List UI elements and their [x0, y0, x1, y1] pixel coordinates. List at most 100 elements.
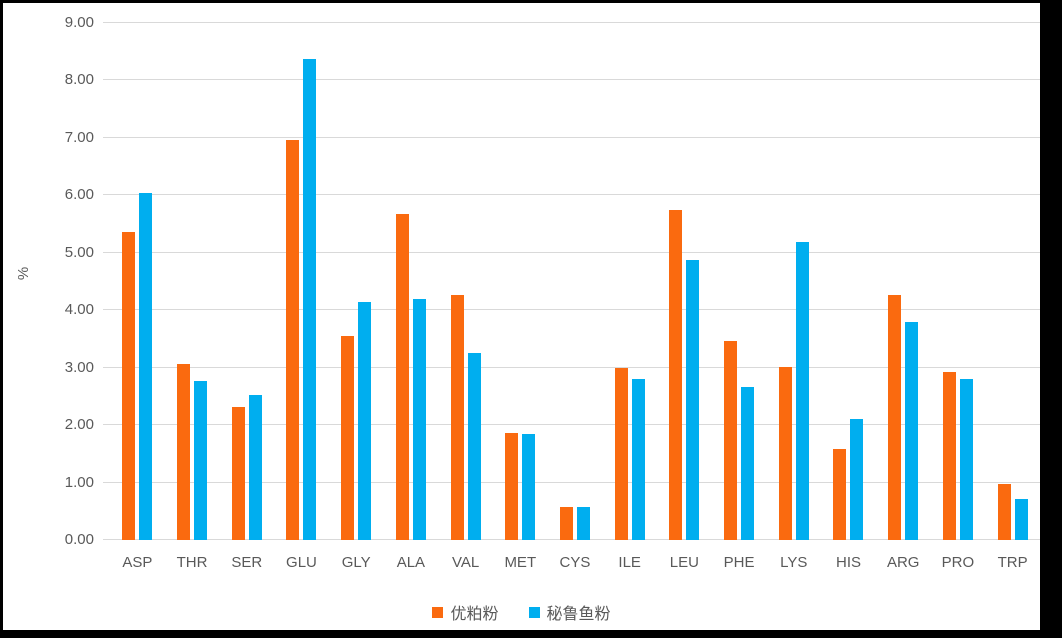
bar-group-CYS: [548, 23, 603, 540]
y-tick-label: 5.00: [64, 243, 94, 261]
bar-group-PHE: [712, 23, 767, 540]
gridline-6.00: [103, 194, 1040, 196]
gridline-4.00: [103, 309, 1040, 311]
gridline-8.00: [103, 79, 1040, 81]
x-tick-label-GLY: GLY: [341, 554, 371, 571]
x-tick-label-ASP: ASP: [122, 554, 153, 571]
bar-group-ARG: [876, 23, 931, 540]
bar-s1-SER: [248, 395, 262, 540]
bar-s0-THR: [177, 364, 191, 540]
bar-group-THR: [165, 23, 220, 540]
x-tick-label-LEU: LEU: [669, 554, 699, 571]
bar-s1-LEU: [686, 260, 700, 540]
bar-s0-TRP: [997, 484, 1011, 540]
legend-item-1: 秘鲁鱼粉: [528, 600, 611, 624]
gridline-3.00: [103, 366, 1040, 368]
bar-group-TRP: [985, 23, 1040, 540]
plot-area: 0.00 1.00 2.00 3.00 4.00 5.00 6.00 7.00 8.00 9.00…: [65, 14, 1040, 571]
bar-s1-HIS: [850, 419, 864, 540]
gridline-1.00: [103, 481, 1040, 483]
bar-s0-MET: [505, 432, 519, 540]
bar-group-VAL: [438, 23, 493, 540]
y-tick-label: 6.00: [64, 186, 94, 204]
chart-canvas: % 0.00 1.00 2.00 3.00 4.00 5.00 6.00 7.00 8.00 9.…: [3, 3, 1040, 630]
x-tick-label-PRO: PRO: [941, 554, 975, 571]
bar-s0-ASP: [122, 231, 136, 540]
bar-s0-GLY: [341, 336, 355, 540]
legend-swatch-icon: [528, 606, 540, 618]
legend: 优粕粉 秘鲁鱼粉: [3, 600, 1040, 624]
y-tick-label: 7.00: [64, 128, 94, 146]
gridline-5.00: [103, 251, 1040, 253]
legend-label: 优粕粉: [450, 606, 499, 623]
bar-s0-PHE: [724, 340, 738, 540]
bar-s0-PRO: [942, 372, 956, 540]
bar-group-PRO: [931, 23, 986, 540]
bar-group-ALA: [384, 23, 439, 540]
x-tick-label-SER: SER: [231, 554, 263, 571]
bar-s0-HIS: [833, 448, 847, 540]
bar-group-MET: [493, 23, 548, 540]
bar-group-SER: [219, 23, 274, 540]
bar-s1-PHE: [741, 387, 755, 540]
x-tick-label-LYS: LYS: [780, 554, 808, 571]
x-tick-label-MET: MET: [504, 554, 537, 571]
gridline-9.00: [103, 22, 1040, 23]
bar-s1-ASP: [139, 193, 153, 540]
bar-layer: [110, 23, 1040, 540]
bar-s1-VAL: [467, 352, 481, 540]
x-tick-label-ILE: ILE: [618, 554, 641, 571]
y-tick-label: 4.00: [64, 301, 94, 319]
bar-group-HIS: [821, 23, 876, 540]
bar-s0-CYS: [559, 506, 573, 540]
gridline-7.00: [103, 136, 1040, 138]
legend-label: 秘鲁鱼粉: [546, 606, 611, 623]
bar-s1-PRO: [959, 379, 973, 540]
y-tick-label: 2.00: [64, 416, 94, 434]
bar-s1-ILE: [631, 379, 645, 540]
bar-s0-LEU: [669, 209, 683, 540]
bar-s1-ARG: [905, 322, 919, 540]
bar-s0-ILE: [614, 368, 628, 540]
bar-group-ASP: [110, 23, 165, 540]
bar-s1-GLU: [303, 58, 317, 540]
x-tick-label-GLU: GLU: [286, 554, 317, 571]
x-tick-label-ALA: ALA: [396, 554, 426, 571]
x-axis-labels: ASP THR SER GLU GLY ALA VAL MET CYS ILE LEU PHE LYS H…: [110, 554, 1040, 571]
bar-group-LEU: [657, 23, 712, 540]
y-tick-label: 1.00: [64, 473, 94, 491]
bar-group-ILE: [602, 23, 657, 540]
y-tick-label: 3.00: [64, 358, 94, 376]
bar-s0-SER: [231, 407, 245, 540]
bar-s1-MET: [522, 433, 536, 540]
legend-item-0: 优粕粉: [432, 600, 499, 624]
bar-s1-GLY: [358, 302, 372, 540]
y-axis-title: %: [15, 266, 33, 281]
x-tick-label-TRP: TRP: [997, 554, 1028, 571]
bar-s1-ALA: [412, 299, 426, 540]
bar-s0-LYS: [778, 366, 792, 540]
bar-group-LYS: [766, 23, 821, 540]
gridline-2.00: [103, 424, 1040, 426]
x-tick-label-HIS: HIS: [835, 554, 861, 571]
bar-s1-CYS: [576, 507, 590, 540]
y-tick-label: 8.00: [64, 71, 94, 89]
x-tick-label-CYS: CYS: [559, 554, 591, 571]
bar-group-GLU: [274, 23, 329, 540]
bar-s1-THR: [194, 381, 208, 540]
y-tick-label: 9.00: [64, 14, 94, 31]
bar-s0-ARG: [888, 295, 902, 540]
x-tick-label-VAL: VAL: [451, 554, 480, 571]
x-tick-label-THR: THR: [176, 554, 208, 571]
bar-s0-GLU: [286, 139, 300, 540]
x-tick-label-ARG: ARG: [886, 554, 920, 571]
bar-s0-ALA: [395, 213, 409, 540]
bar-s1-TRP: [1014, 498, 1028, 540]
bar-s0-VAL: [450, 295, 464, 540]
x-tick-label-PHE: PHE: [723, 554, 755, 571]
y-tick-label: 0.00: [64, 531, 94, 548]
legend-swatch-icon: [432, 606, 444, 618]
bar-s1-LYS: [795, 242, 809, 540]
bar-group-GLY: [329, 23, 384, 540]
